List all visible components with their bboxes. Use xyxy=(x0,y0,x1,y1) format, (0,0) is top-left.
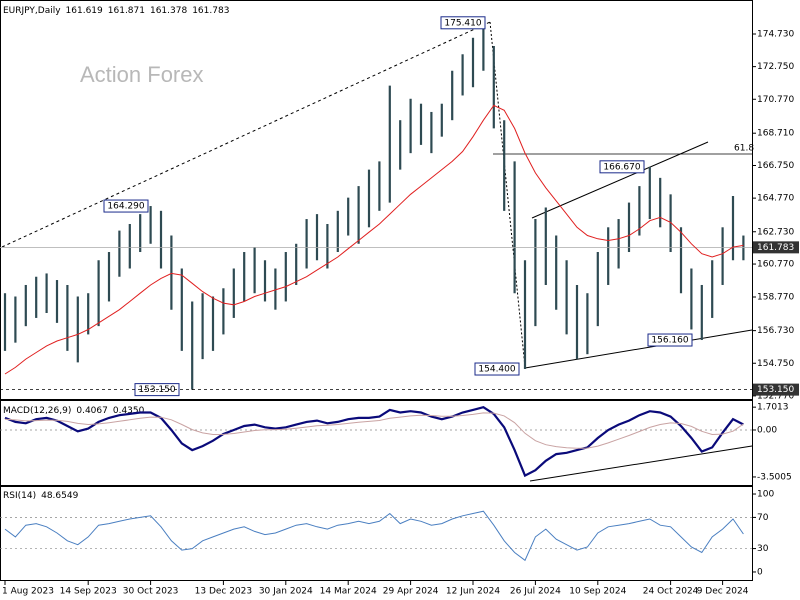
watermark: Action Forex xyxy=(80,62,204,87)
x-tick-label: 30 Oct 2023 xyxy=(123,587,179,597)
series-line xyxy=(4,406,744,478)
x-tick-label: 30 Jan 2024 xyxy=(259,587,313,597)
x-tick-label: 10 Sep 2024 xyxy=(569,587,626,597)
indicator-name: EURJPY,Daily xyxy=(3,6,61,16)
indicator-name: MACD(12,26,9) xyxy=(3,406,71,416)
header-value: 161.783 xyxy=(192,6,229,16)
annotation-label: 153.150 xyxy=(138,385,175,395)
annotation-label: 175.410 xyxy=(444,18,481,28)
annotation-box xyxy=(440,16,486,30)
x-tick-label: 29 Apr 2024 xyxy=(383,587,439,597)
rsi-pane xyxy=(0,486,753,581)
header-value: 161.871 xyxy=(108,6,145,16)
annotation-box xyxy=(474,362,520,376)
y-tick-label: 30 xyxy=(757,544,769,554)
x-tick-label: 1 Aug 2023 xyxy=(2,587,54,597)
y-tick-label: 152.770 xyxy=(757,391,794,401)
y-tick-label: 162.730 xyxy=(757,227,794,237)
x-tick-label: 26 Jul 2024 xyxy=(510,587,561,597)
pane-header: RSI(14) 48.6549 xyxy=(3,491,79,501)
annotation-label: 154.400 xyxy=(478,365,515,375)
header-value: 0.4067 xyxy=(76,406,108,416)
level-tag xyxy=(753,383,799,396)
y-tick-label: 154.750 xyxy=(757,359,794,369)
price-pane xyxy=(0,0,753,400)
y-tick-label: -3.5005 xyxy=(757,472,792,482)
y-tick-label: 0.00 xyxy=(757,425,777,435)
x-tick-label: 13 Dec 2023 xyxy=(195,587,253,597)
annotation-label: 166.670 xyxy=(603,162,640,172)
y-tick-label: 70 xyxy=(757,513,769,523)
header-value: 48.6549 xyxy=(41,491,78,501)
indicator-name: RSI(14) xyxy=(3,491,36,501)
y-tick-label: 156.730 xyxy=(757,326,794,336)
y-tick-label: 168.710 xyxy=(757,129,794,139)
header-value: 161.619 xyxy=(66,6,103,16)
macd-pane xyxy=(0,400,753,486)
series-line xyxy=(4,510,744,562)
annotation-label: 164.290 xyxy=(107,202,144,212)
y-tick-label: 170.770 xyxy=(757,95,794,105)
level-tag-label: 153.150 xyxy=(757,385,794,395)
series-line xyxy=(4,104,744,375)
y-tick-label: 0 xyxy=(757,567,763,577)
y-tick-label: 164.770 xyxy=(757,194,794,204)
series-line xyxy=(4,412,744,449)
pane-header: MACD(12,26,9) 0.4067 0.4350 xyxy=(3,406,145,416)
last-price-tag xyxy=(753,241,799,254)
last-price-label: 161.783 xyxy=(757,243,794,253)
header-value: 0.4350 xyxy=(113,406,145,416)
channel-line xyxy=(524,329,753,369)
y-tick-label: 158.770 xyxy=(757,293,794,303)
y-tick-label: 1.7013 xyxy=(757,403,789,413)
annotation-box xyxy=(103,199,149,213)
macd-trend-line xyxy=(529,445,753,482)
trend-line xyxy=(1,21,491,248)
x-tick-label: 12 Jun 2024 xyxy=(446,587,500,597)
y-tick-label: 172.750 xyxy=(757,62,794,72)
x-tick-label: 9 Dec 2024 xyxy=(697,587,749,597)
x-tick-label: 14 Mar 2024 xyxy=(320,587,377,597)
header-value: 161.378 xyxy=(150,6,187,16)
y-tick-label: 160.770 xyxy=(757,260,794,270)
pane-header: EURJPY,Daily 161.619 161.871 161.378 161.783 xyxy=(3,6,229,16)
channel-line xyxy=(531,141,709,219)
y-tick-label: 166.750 xyxy=(757,161,794,171)
y-tick-label: 100 xyxy=(757,490,774,500)
fib-label: 61.8 xyxy=(734,144,754,154)
x-tick-label: 14 Sep 2023 xyxy=(60,587,117,597)
x-tick-label: 24 Oct 2024 xyxy=(643,587,699,597)
annotation-box xyxy=(647,333,693,347)
trend-line xyxy=(489,21,526,368)
annotation-box xyxy=(599,160,645,174)
annotation-label: 156.160 xyxy=(651,336,688,346)
y-tick-label: 174.730 xyxy=(757,30,794,40)
